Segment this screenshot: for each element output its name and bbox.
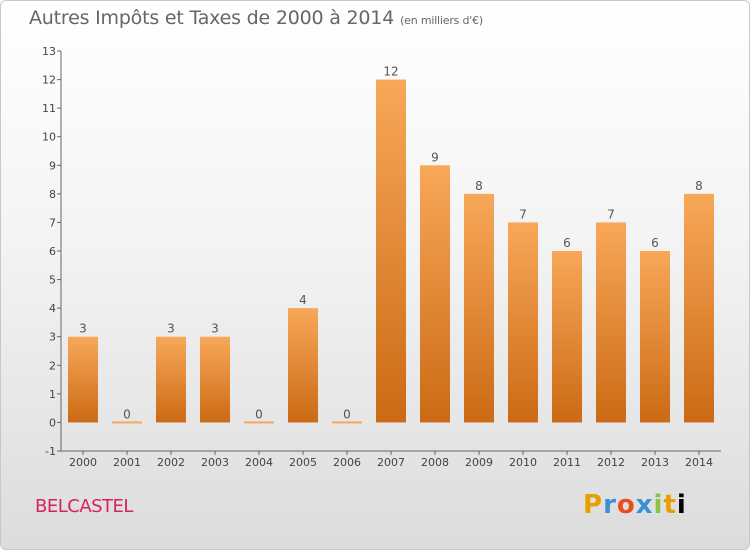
bar (156, 336, 186, 423)
data-label: 9 (431, 150, 439, 164)
chart-unit: (en milliers d'€) (400, 14, 483, 27)
commune-name: BELCASTEL (35, 496, 133, 517)
logo-letter: t (663, 490, 677, 520)
data-label: 3 (211, 322, 219, 336)
logo-letter: x (635, 490, 654, 520)
bar (420, 165, 450, 423)
data-label: 7 (519, 207, 527, 221)
y-tick-label: 7 (49, 216, 56, 229)
x-tick-label: 2007 (377, 456, 405, 469)
x-tick-label: 2013 (641, 456, 669, 469)
bar (552, 251, 582, 423)
proxiti-logo: Proxiti (583, 490, 687, 520)
data-label: 12 (383, 65, 398, 79)
logo-letter: o (616, 490, 636, 520)
data-label: 3 (79, 322, 87, 336)
data-label: 6 (651, 236, 659, 250)
data-label: 8 (695, 179, 703, 193)
y-tick-label: 3 (49, 331, 56, 344)
x-tick-label: 2004 (245, 456, 273, 469)
x-tick-label: 2006 (333, 456, 361, 469)
x-tick-label: 2008 (421, 456, 449, 469)
y-tick-label: 12 (42, 74, 56, 87)
data-label: 8 (475, 179, 483, 193)
y-tick-label: 0 (49, 416, 56, 429)
bar (376, 79, 406, 423)
x-tick-label: 2014 (685, 456, 713, 469)
x-tick-label: 2009 (465, 456, 493, 469)
bar (288, 308, 318, 423)
y-tick-label: 10 (42, 131, 56, 144)
bar (200, 336, 230, 423)
logo-letter: i (676, 490, 687, 520)
chart-title-text: Autres Impôts et Taxes de 2000 à 2014 (29, 7, 395, 29)
x-tick-label: 2012 (597, 456, 625, 469)
x-tick-label: 2000 (69, 456, 97, 469)
y-tick-label: 4 (49, 302, 56, 315)
data-label: 6 (563, 236, 571, 250)
bar (684, 193, 714, 423)
bar (112, 421, 142, 424)
logo-letter: r (603, 490, 617, 520)
x-tick-label: 2011 (553, 456, 581, 469)
x-tick-label: 2010 (509, 456, 537, 469)
bar (464, 193, 494, 423)
data-label: 0 (255, 407, 263, 421)
y-tick-label: 13 (42, 45, 56, 58)
logo-letter: i (653, 490, 664, 520)
data-label: 0 (123, 407, 131, 421)
logo-letter: P (583, 490, 604, 520)
data-label: 7 (607, 207, 615, 221)
y-tick-label: 8 (49, 188, 56, 201)
data-label: 3 (167, 322, 175, 336)
data-label: 4 (299, 293, 307, 307)
y-tick-label: 2 (49, 359, 56, 372)
y-tick-label: 5 (49, 274, 56, 287)
x-tick-label: 2001 (113, 456, 141, 469)
y-tick-label: 6 (49, 245, 56, 258)
data-labels: 3 0 3 3 0 4 0 12 9 8 7 6 7 6 8 (79, 65, 703, 422)
x-tick-label: 2003 (201, 456, 229, 469)
x-tick-label: 2005 (289, 456, 317, 469)
y-tick-label: 11 (42, 102, 56, 115)
bar (508, 222, 538, 423)
data-label: 0 (343, 407, 351, 421)
y-tick-label: 1 (49, 388, 56, 401)
bars (68, 79, 714, 424)
bar (68, 336, 98, 423)
x-tick-label: 2002 (157, 456, 185, 469)
bar (640, 251, 670, 423)
bar (596, 222, 626, 423)
chart-title: Autres Impôts et Taxes de 2000 à 2014 (en… (29, 7, 483, 29)
y-tick-label: 9 (49, 159, 56, 172)
bar (332, 421, 362, 424)
bar (244, 421, 274, 424)
y-tick-label: -1 (45, 445, 56, 458)
